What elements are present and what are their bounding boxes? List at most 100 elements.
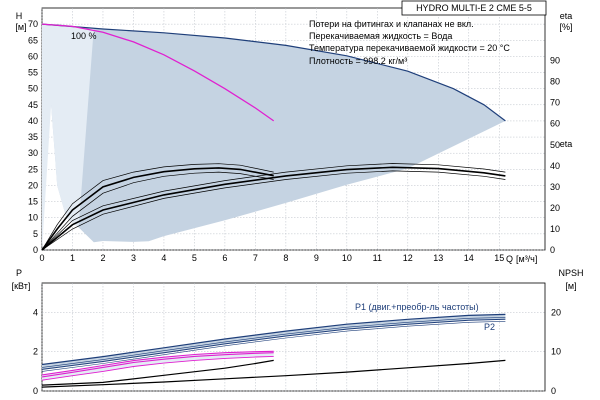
x-tick-label: 8	[283, 253, 288, 263]
y2-tick-label: 60	[550, 119, 560, 129]
x-tick-label: 0	[39, 253, 44, 263]
x-tick-label: 11	[373, 253, 382, 263]
curve-p1-band-lower	[41, 321, 506, 372]
y-tick-label: 2	[33, 347, 38, 357]
curve-eta-100	[41, 167, 274, 251]
y2-axis-label: eta	[560, 139, 573, 149]
p2-label: P2	[484, 322, 495, 332]
y-tick-label: 4	[33, 307, 38, 317]
y2-axis-top-label: eta	[560, 11, 573, 21]
power-band	[42, 314, 506, 381]
y-tick-label: 15	[28, 197, 38, 207]
curves	[41, 23, 506, 251]
curve-p1-max	[41, 313, 506, 366]
curve-eta-max	[41, 166, 506, 251]
curve-p1-100-upper	[41, 350, 274, 376]
curves	[41, 313, 506, 388]
y2-tick-label: 70	[550, 98, 560, 108]
y-tick-label: 5	[33, 229, 38, 239]
operating-envelope-area	[42, 24, 506, 243]
y-tick-label: 40	[28, 116, 38, 126]
x-axis-unit: [м³/ч]	[516, 254, 537, 264]
curve-p2-100	[41, 355, 274, 381]
x-tick-label: 10	[342, 253, 352, 263]
y2-tick-label: 50	[550, 140, 560, 150]
y-tick-labels: 0 5 10 15 20 25 30 35 40 45 50 55 60 65 70	[28, 19, 38, 255]
x-tick-label: 7	[253, 253, 258, 263]
x-tick-label: 9	[314, 253, 319, 263]
y2-tick-labels: 0 10 20	[551, 307, 561, 396]
curve-p1-band-upper	[41, 317, 506, 368]
y-tick-label: 50	[28, 84, 38, 94]
y2-tick-label: 0	[550, 245, 555, 255]
curve-npsh-max	[41, 359, 506, 388]
y2-tick-label: 30	[550, 182, 560, 192]
y2-tick-label: 20	[550, 203, 560, 213]
y-axis-unit: [м]	[15, 22, 26, 32]
y2-tick-labels: 0 10 20 30 40 50 60 70 80 90	[550, 56, 560, 255]
y-tick-label: 20	[28, 180, 38, 190]
x-tick-labels: 0 1 2 3 4 5 6 7 8 9 10 11 12 13 14 15	[39, 253, 504, 263]
x-tick-label: 3	[131, 253, 136, 263]
power-band-area	[42, 314, 506, 370]
curve-eta-max-lower	[41, 170, 506, 251]
y2-tick-label: 40	[550, 161, 560, 171]
curve-p1-100	[41, 352, 274, 378]
note-density: Плотность = 998.2 кг/м³	[309, 56, 407, 66]
x-tick-label: 12	[403, 253, 413, 263]
curve-eta-band-upper	[41, 163, 274, 251]
low-flow-area	[42, 24, 94, 250]
y2-tick-label: 10	[551, 347, 561, 357]
x-tick-label: 5	[192, 253, 197, 263]
note-fittings: Потери на фитингах и клапанах не вкл.	[309, 19, 474, 29]
y-tick-label: 0	[33, 386, 38, 396]
y2-tick-label: 20	[551, 307, 561, 317]
x-tick-label: 14	[464, 253, 474, 263]
x-tick-label: 6	[222, 253, 227, 263]
y-tick-label: 0	[33, 245, 38, 255]
power-npsh-panel: 0 2 4 0 10 20 P [кВт] NPSH [м] P1 (двиг.+пре…	[12, 268, 584, 396]
y-axis-unit: [кВт]	[12, 281, 31, 291]
y2-tick-label: 90	[550, 56, 560, 66]
y-tick-label: 55	[28, 68, 38, 78]
speed-label: 100 %	[71, 31, 97, 41]
curve-eta-band-lower	[41, 171, 274, 251]
x-tick-label: 4	[161, 253, 166, 263]
y2-axis-unit: [м]	[565, 281, 576, 291]
y-tick-label: 35	[28, 132, 38, 142]
p1-label: P1 (двиг.+преобр-ль частоты)	[355, 302, 479, 312]
y-tick-label: 25	[28, 164, 38, 174]
x-tick-label: 15	[494, 253, 504, 263]
y-tick-label: 65	[28, 35, 38, 45]
y2-axis-unit: [%]	[559, 22, 572, 32]
curve-eta-max-upper	[41, 163, 506, 251]
curve-p2-max	[41, 318, 506, 370]
y-tick-label: 45	[28, 100, 38, 110]
x-tick-label: 1	[70, 253, 75, 263]
x-tick-label: 13	[433, 253, 443, 263]
y2-tick-label: 80	[550, 77, 560, 87]
curve-npsh-100	[41, 359, 274, 386]
y-axis-label: H	[16, 11, 23, 21]
chart-title: HYDRO MULTI-E 2 CME 5-5	[416, 3, 532, 13]
y2-tick-label: 10	[550, 224, 560, 234]
operating-envelope	[42, 24, 506, 250]
note-liquid: Перекачиваемая жидкость = Вода	[309, 31, 452, 41]
curve-head-max	[41, 23, 506, 122]
y-tick-labels: 0 2 4	[33, 307, 38, 396]
curve-head-100	[41, 23, 275, 122]
y2-axis-label: NPSH	[558, 268, 583, 278]
y2-tick-label: 0	[551, 386, 556, 396]
x-axis-label: Q	[506, 254, 513, 264]
x-tick-label: 2	[100, 253, 105, 263]
power-100-band-area	[42, 351, 274, 381]
y-tick-label: 10	[28, 213, 38, 223]
y-tick-label: 70	[28, 19, 38, 29]
y-axis-label: P	[16, 268, 22, 278]
title-box	[401, 0, 547, 16]
y-tick-label: 30	[28, 148, 38, 158]
y-tick-label: 60	[28, 51, 38, 61]
note-temperature: Температура перекачиваемой жидкости = 20…	[309, 43, 510, 53]
